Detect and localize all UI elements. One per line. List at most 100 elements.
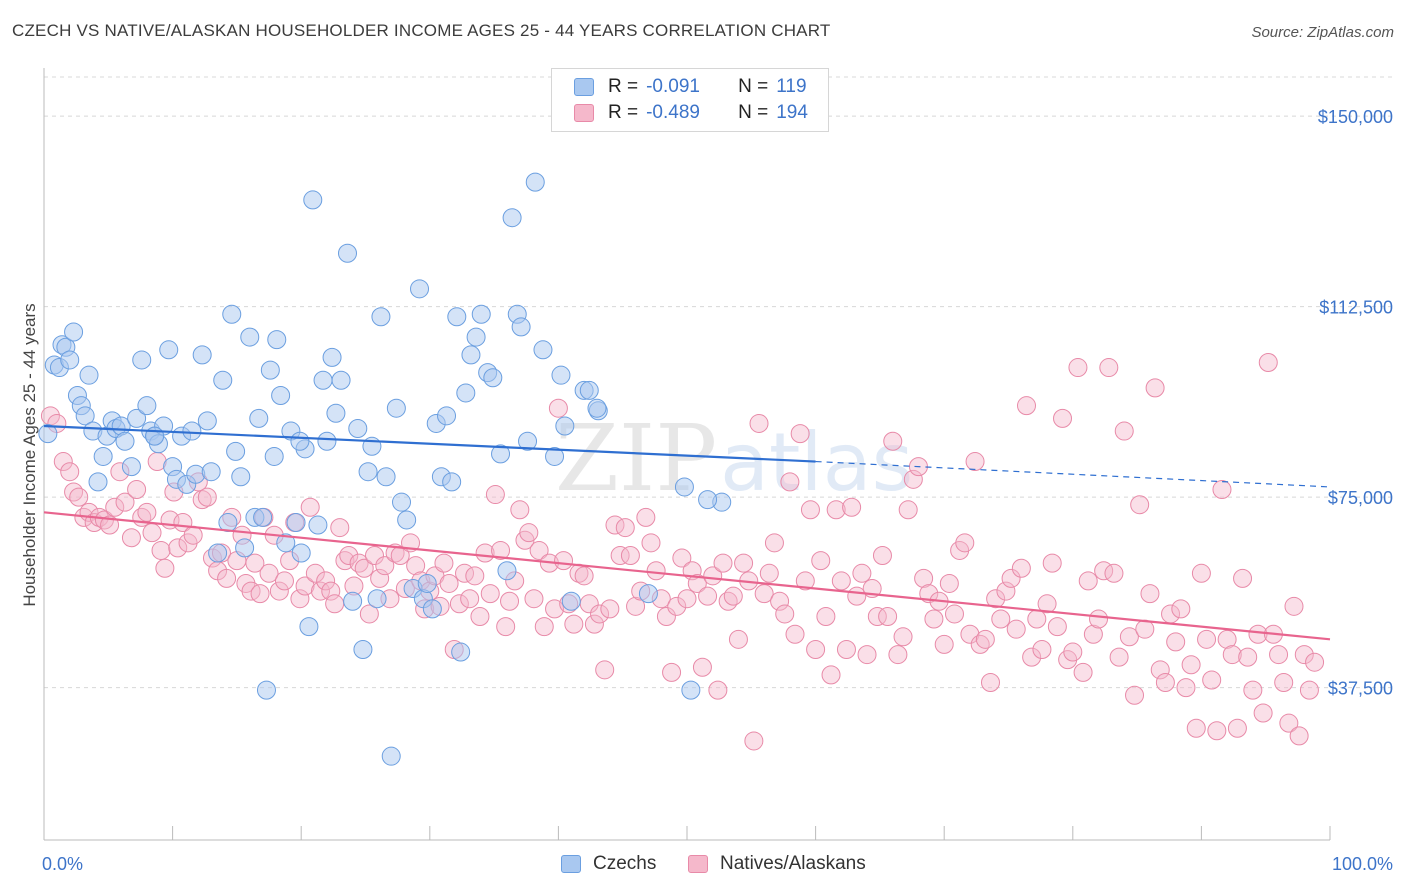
legend-item-natives[interactable]: Natives/Alaskans	[688, 853, 866, 875]
natives-point	[986, 589, 1006, 609]
legend-swatch-natives	[574, 104, 594, 122]
natives-point	[496, 617, 516, 637]
natives-point	[53, 452, 73, 472]
czechs-point	[386, 398, 406, 418]
natives-point	[1248, 624, 1268, 644]
natives-point	[1068, 358, 1088, 378]
natives-point	[1145, 378, 1165, 398]
czechs-point	[286, 513, 306, 532]
natives-point	[811, 551, 831, 571]
legend-n-natives: 194	[776, 102, 808, 123]
czechs-point	[376, 467, 396, 487]
natives-point	[723, 586, 743, 606]
natives-point	[1269, 645, 1289, 665]
chart-source: Source: ZipAtlas.com	[1251, 24, 1394, 41]
x-tick-label-min: 0.0%	[42, 854, 83, 874]
natives-point	[1047, 617, 1067, 637]
natives-point	[1258, 352, 1278, 372]
czechs-point	[331, 370, 351, 390]
natives-point	[1114, 421, 1134, 441]
legend-n-label: N =	[738, 76, 769, 97]
natives-point	[610, 546, 630, 566]
natives-point	[764, 533, 784, 553]
czechs-point	[240, 327, 260, 347]
czechs-point	[93, 446, 113, 466]
czechs-point	[381, 746, 401, 766]
czechs-point	[447, 307, 467, 327]
czechs-point	[192, 345, 212, 365]
natives-point	[692, 657, 712, 677]
natives-point	[970, 634, 990, 654]
czechs-point	[337, 243, 357, 263]
natives-point	[1083, 624, 1103, 644]
natives-point	[934, 634, 954, 654]
natives-point	[1294, 645, 1314, 665]
legend-n-czechs: 119	[776, 76, 807, 97]
natives-point	[524, 589, 544, 609]
natives-point	[662, 662, 682, 682]
natives-point	[980, 673, 1000, 693]
czechs-point	[545, 446, 565, 466]
natives-point	[816, 606, 836, 626]
czechs-point	[127, 408, 147, 428]
natives-point	[1274, 673, 1294, 693]
natives-point	[105, 497, 125, 517]
natives-point	[250, 584, 270, 604]
natives-point	[1284, 596, 1304, 616]
natives-point	[1299, 680, 1319, 700]
czechs-point	[525, 172, 545, 192]
natives-point	[1197, 629, 1217, 649]
legend-r-label: R =	[608, 76, 639, 97]
natives-point	[155, 558, 175, 578]
natives-point	[192, 490, 212, 510]
natives-point	[491, 540, 511, 560]
natives-point	[325, 594, 345, 614]
czechs-point	[392, 492, 412, 512]
natives-point	[354, 558, 374, 578]
natives-point	[636, 507, 656, 527]
natives-point	[785, 624, 805, 644]
czechs-point	[60, 350, 80, 370]
natives-point	[703, 566, 723, 586]
czechs-point	[38, 424, 58, 444]
czechs-point	[121, 457, 141, 477]
legend-n-label: N =	[738, 102, 769, 123]
natives-point	[197, 487, 217, 507]
czechs-point	[222, 304, 242, 324]
czechs-point	[491, 444, 511, 464]
stats-legend: R = -0.091 N = 119 R = -0.489 N = 194	[551, 68, 829, 132]
natives-point	[470, 606, 490, 626]
czechs-point	[260, 360, 280, 380]
natives-point	[883, 431, 903, 451]
natives-point	[259, 563, 279, 583]
natives-point	[728, 629, 748, 649]
y-tick-label-2: $112,500	[1319, 298, 1393, 318]
natives-point	[121, 528, 141, 548]
natives-point	[646, 561, 666, 581]
natives-point	[310, 581, 330, 601]
natives-point	[584, 614, 604, 634]
natives-point	[857, 645, 877, 665]
czechs-point	[231, 467, 251, 487]
natives-point	[339, 546, 359, 566]
czechs-point	[638, 584, 658, 604]
czechs-point	[115, 431, 135, 451]
natives-point	[554, 551, 574, 571]
czechs-point	[303, 190, 323, 210]
natives-point	[893, 627, 913, 647]
natives-point	[574, 566, 594, 586]
legend-row-czechs: R = -0.091 N = 119	[574, 75, 807, 99]
czechs-point	[256, 680, 276, 700]
natives-point	[510, 500, 530, 520]
natives-point	[852, 563, 872, 583]
natives-point	[534, 617, 554, 637]
natives-point	[770, 591, 790, 611]
natives-point	[595, 660, 615, 680]
czechs-point	[681, 680, 701, 700]
natives-point	[295, 576, 315, 596]
natives-point	[1104, 563, 1124, 583]
legend-item-czechs[interactable]: Czechs	[561, 853, 656, 875]
natives-point	[335, 551, 355, 571]
czechs-point	[437, 406, 457, 426]
natives-point	[759, 563, 779, 583]
